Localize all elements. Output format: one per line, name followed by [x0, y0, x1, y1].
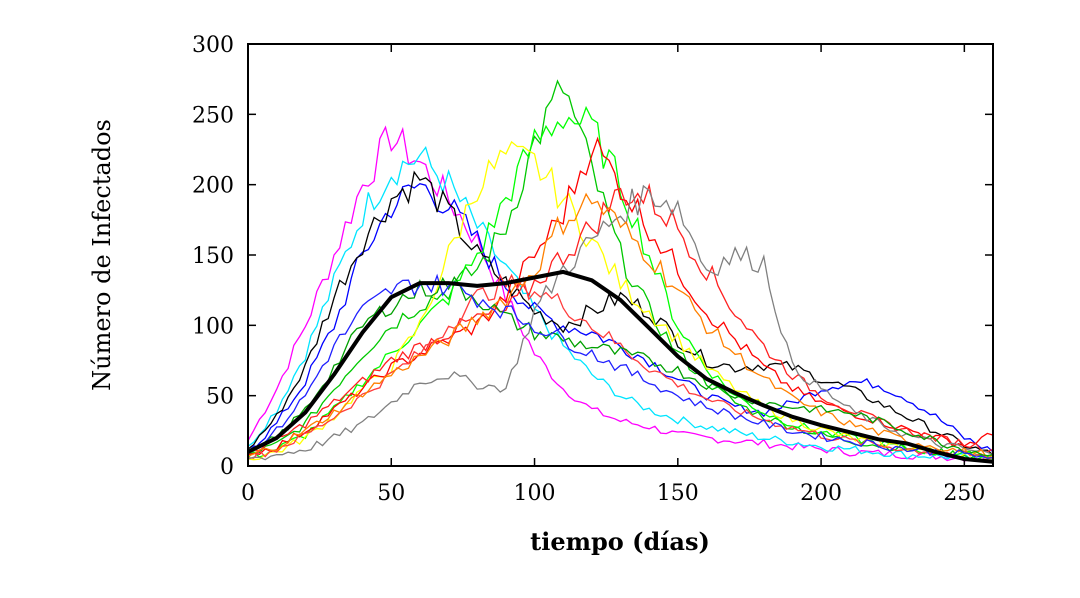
simulation-line-3 [247, 182, 994, 453]
y-axis-title: Número de Infectados [88, 119, 116, 391]
y-tick-label: 150 [192, 244, 234, 269]
y-tick-label: 0 [220, 455, 234, 480]
simulation-line-13 [247, 276, 994, 457]
simulation-line-2 [247, 145, 994, 461]
mean-line [247, 269, 994, 464]
simulation-line-5 [247, 79, 993, 460]
x-axis-title: tiempo (días) [530, 527, 710, 556]
series-layer [247, 79, 994, 462]
x-tick-label: 200 [800, 481, 842, 506]
y-tick-label: 200 [192, 174, 234, 199]
simulation-line-8 [247, 136, 994, 456]
x-tick-label: 250 [943, 481, 985, 506]
y-tick-label: 250 [192, 103, 234, 128]
y-tick-label: 50 [206, 385, 234, 410]
simulation-line-1 [247, 125, 994, 462]
simulation-line-12 [247, 192, 994, 460]
simulation-line-6 [247, 105, 994, 461]
x-tick-label: 150 [657, 481, 699, 506]
y-tick-label: 300 [192, 33, 234, 58]
x-tick-label: 0 [241, 481, 255, 506]
tick-layer: 0 50 100 150 200 250 0 50 100 150 200 250 300 [192, 33, 993, 506]
x-tick-label: 50 [377, 481, 405, 506]
simulation-line-4 [247, 170, 994, 456]
mean-layer [247, 269, 994, 464]
simulation-line-14 [247, 273, 994, 459]
simulation-line-11 [247, 184, 994, 461]
simulation-line-9 [247, 182, 994, 453]
y-tick-label: 100 [192, 314, 234, 339]
x-tick-label: 100 [514, 481, 556, 506]
